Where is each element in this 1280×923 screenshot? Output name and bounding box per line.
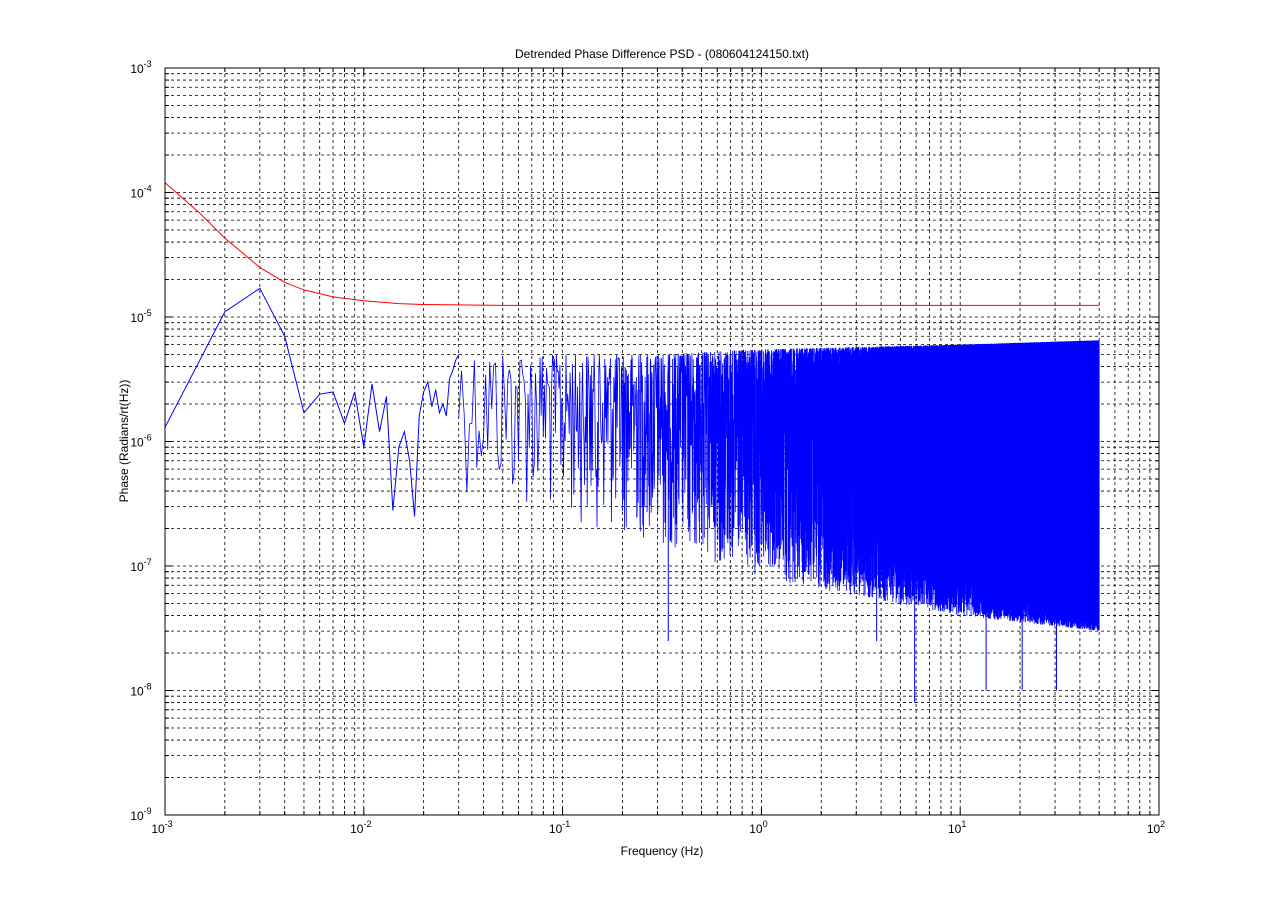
x-tick-label: 100	[749, 819, 767, 836]
y-tick-label: 10-5	[130, 308, 151, 325]
series-layer	[164, 182, 1100, 703]
chart-title: Detrended Phase Difference PSD - (080604…	[515, 47, 809, 61]
x-tick-label: 101	[948, 819, 966, 836]
x-tick-label: 10-2	[350, 819, 371, 836]
y-tick-label: 10-9	[130, 806, 151, 823]
y-tick-label: 10-7	[130, 557, 151, 574]
series-line-1	[164, 182, 1100, 306]
y-axis-label: Phase (Radians/rt(Hz))	[117, 380, 131, 503]
y-tick-label: 10-3	[130, 59, 151, 76]
ticks: 10-3 10-2 10-1 100 101 102 10-9 10-8 10-7 10-6 10-…	[130, 59, 1165, 836]
x-tick-label: 102	[1147, 819, 1165, 836]
series-noise-band-2	[458, 340, 1100, 631]
y-tick-label: 10-4	[130, 184, 151, 201]
x-tick-label: 10-1	[549, 819, 570, 836]
x-tick-label: 10-3	[151, 819, 172, 836]
y-tick-label: 10-6	[130, 433, 151, 450]
y-tick-label: 10-8	[130, 682, 151, 699]
x-axis-label: Frequency (Hz)	[621, 844, 704, 858]
series-line-2	[164, 287, 460, 517]
